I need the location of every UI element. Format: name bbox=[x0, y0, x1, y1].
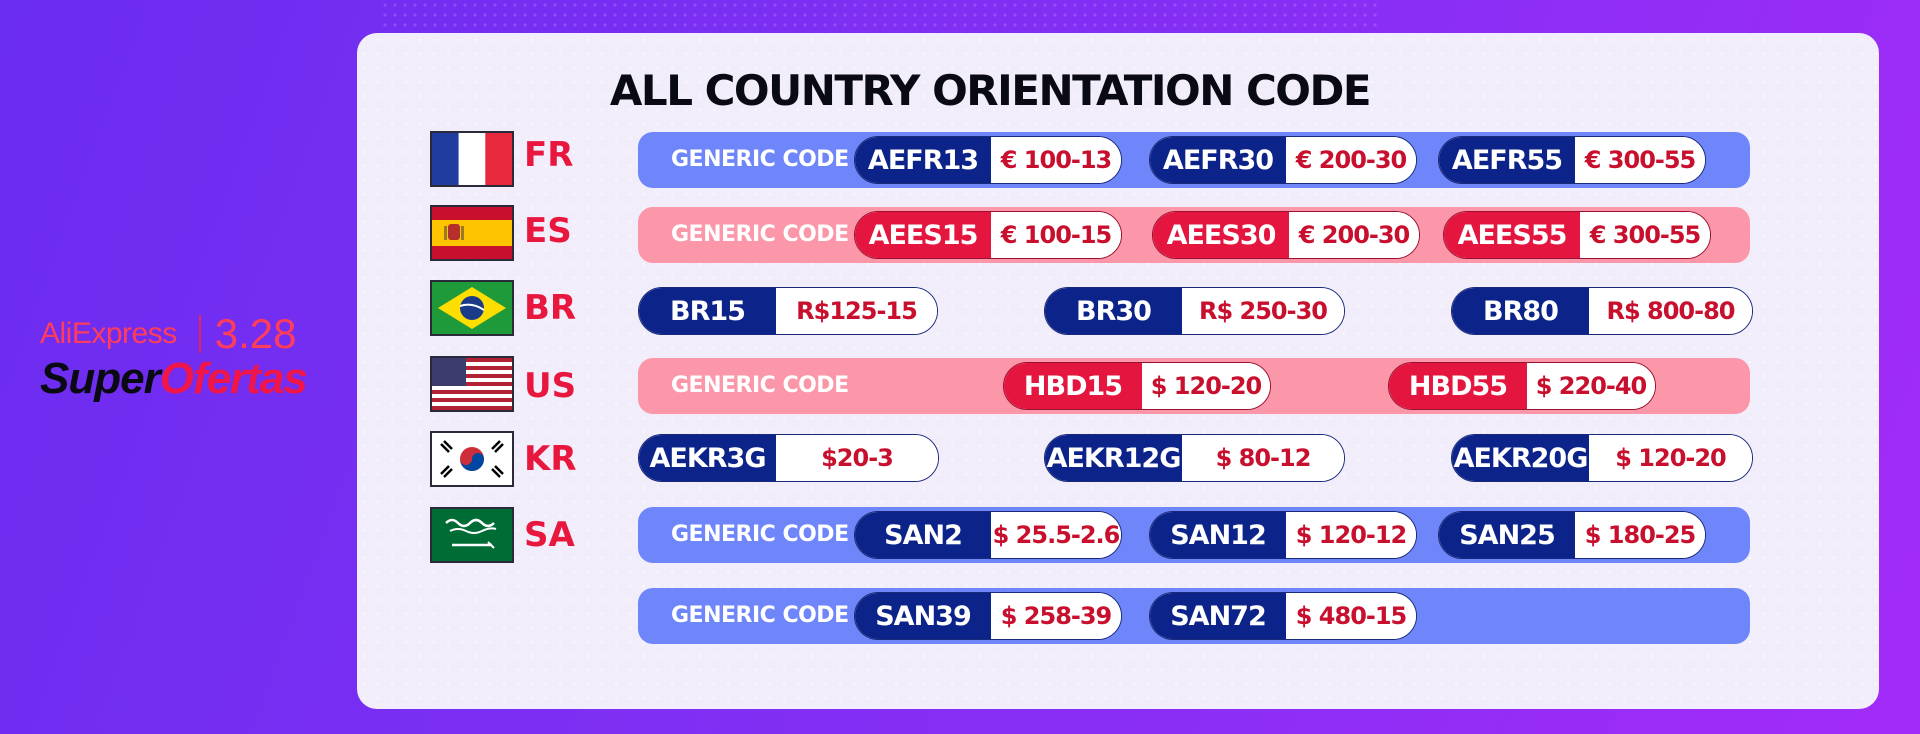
coupon-pill[interactable]: AEES55 € 300-55 bbox=[1443, 211, 1711, 259]
coupon-value: $ 120-20 bbox=[1142, 363, 1270, 409]
coupon-pill[interactable]: HBD55 $ 220-40 bbox=[1388, 362, 1656, 410]
south-korea-flag-icon bbox=[430, 431, 514, 487]
coupon-code: AEKR12G bbox=[1045, 435, 1182, 481]
coupon-value: R$ 250-30 bbox=[1182, 288, 1344, 334]
background-dot-pattern bbox=[380, 0, 1380, 30]
coupon-value: € 300-55 bbox=[1575, 137, 1705, 183]
coupon-value: € 200-30 bbox=[1286, 137, 1416, 183]
coupon-code: AEES55 bbox=[1444, 212, 1580, 258]
coupon-code: SAN12 bbox=[1150, 512, 1286, 558]
coupon-value: $ 180-25 bbox=[1575, 512, 1705, 558]
country-code-sa: SA bbox=[524, 515, 575, 555]
country-code-br: BR bbox=[524, 288, 577, 328]
coupon-pill[interactable]: SAN12 $ 120-12 bbox=[1149, 511, 1417, 559]
coupon-code: AEKR20G bbox=[1452, 435, 1589, 481]
campaign-name-super: Super bbox=[40, 354, 161, 403]
coupon-pill[interactable]: BR15 R$125-15 bbox=[638, 287, 938, 335]
coupon-value: € 100-13 bbox=[991, 137, 1121, 183]
coupon-code: BR15 bbox=[639, 288, 776, 334]
coupon-pill[interactable]: HBD15 $ 120-20 bbox=[1003, 362, 1271, 410]
coupon-value: $ 480-15 bbox=[1286, 593, 1416, 639]
campaign-name: SuperOfertas bbox=[40, 354, 330, 404]
coupon-value: € 100-15 bbox=[991, 212, 1121, 258]
country-code-fr: FR bbox=[524, 135, 574, 175]
country-code-kr: KR bbox=[524, 439, 577, 479]
coupon-code: SAN39 bbox=[855, 593, 991, 639]
coupon-code: AEES30 bbox=[1153, 212, 1289, 258]
coupon-code: SAN2 bbox=[855, 512, 991, 558]
coupon-pill[interactable]: SAN25 $ 180-25 bbox=[1438, 511, 1706, 559]
spain-flag-icon bbox=[430, 205, 514, 261]
coupon-value: R$ 800-80 bbox=[1589, 288, 1752, 334]
aliexpress-wordmark: AliExpress bbox=[40, 317, 177, 350]
coupon-code: SAN25 bbox=[1439, 512, 1575, 558]
coupon-value: $ 25.5-2.6 bbox=[991, 512, 1121, 558]
generic-code-label: GENERIC CODE bbox=[671, 373, 849, 398]
coupon-value: $ 220-40 bbox=[1527, 363, 1655, 409]
coupon-value: $ 80-12 bbox=[1182, 435, 1344, 481]
generic-code-label: GENERIC CODE bbox=[671, 147, 849, 172]
coupon-pill[interactable]: AEFR30 € 200-30 bbox=[1149, 136, 1417, 184]
coupon-value: $20-3 bbox=[776, 435, 938, 481]
saudi-arabia-flag-icon bbox=[430, 507, 514, 563]
coupon-pill[interactable]: AEES15 € 100-15 bbox=[854, 211, 1122, 259]
coupon-pill[interactable]: AEFR55 € 300-55 bbox=[1438, 136, 1706, 184]
coupon-value: $ 120-20 bbox=[1589, 435, 1752, 481]
campaign-name-ofertas: Ofertas bbox=[159, 354, 308, 403]
usa-flag-icon bbox=[430, 356, 514, 412]
generic-code-label: GENERIC CODE bbox=[671, 522, 849, 547]
coupon-pill[interactable]: SAN72 $ 480-15 bbox=[1149, 592, 1417, 640]
country-code-es: ES bbox=[524, 211, 572, 251]
coupon-code: AEES15 bbox=[855, 212, 991, 258]
france-flag-icon bbox=[430, 131, 514, 187]
coupon-value: $ 120-12 bbox=[1286, 512, 1416, 558]
coupon-value: R$125-15 bbox=[776, 288, 937, 334]
country-code-us: US bbox=[524, 366, 577, 406]
coupon-code: AEFR55 bbox=[1439, 137, 1575, 183]
coupon-code: BR30 bbox=[1045, 288, 1182, 334]
coupon-value: € 300-55 bbox=[1580, 212, 1710, 258]
coupon-pill[interactable]: AEES30 € 200-30 bbox=[1152, 211, 1420, 259]
brand-divider bbox=[198, 315, 201, 353]
coupon-code: SAN72 bbox=[1150, 593, 1286, 639]
coupon-code: AEKR3G bbox=[639, 435, 776, 481]
campaign-date: 3.28 bbox=[214, 310, 297, 357]
brand-logo: AliExpress 3.28 SuperOfertas bbox=[40, 310, 330, 404]
coupon-pill[interactable]: BR30 R$ 250-30 bbox=[1044, 287, 1345, 335]
coupon-pill[interactable]: AEKR20G $ 120-20 bbox=[1451, 434, 1753, 482]
coupon-value: $ 258-39 bbox=[991, 593, 1121, 639]
coupon-code: HBD15 bbox=[1004, 363, 1142, 409]
coupon-pill[interactable]: AEKR12G $ 80-12 bbox=[1044, 434, 1345, 482]
coupon-code: HBD55 bbox=[1389, 363, 1527, 409]
page-title: ALL COUNTRY ORIENTATION CODE bbox=[609, 66, 1372, 115]
coupon-pill[interactable]: AEFR13 € 100-13 bbox=[854, 136, 1122, 184]
coupon-pill[interactable]: SAN2 $ 25.5-2.6 bbox=[854, 511, 1122, 559]
coupon-pill[interactable]: AEKR3G $20-3 bbox=[638, 434, 939, 482]
generic-code-label: GENERIC CODE bbox=[671, 222, 849, 247]
coupon-pill[interactable]: BR80 R$ 800-80 bbox=[1451, 287, 1753, 335]
coupon-code: BR80 bbox=[1452, 288, 1589, 334]
brazil-flag-icon bbox=[430, 280, 514, 336]
coupon-pill[interactable]: SAN39 $ 258-39 bbox=[854, 592, 1122, 640]
coupon-code: AEFR13 bbox=[855, 137, 991, 183]
generic-code-label: GENERIC CODE bbox=[671, 603, 849, 628]
coupon-value: € 200-30 bbox=[1289, 212, 1419, 258]
coupon-code: AEFR30 bbox=[1150, 137, 1286, 183]
